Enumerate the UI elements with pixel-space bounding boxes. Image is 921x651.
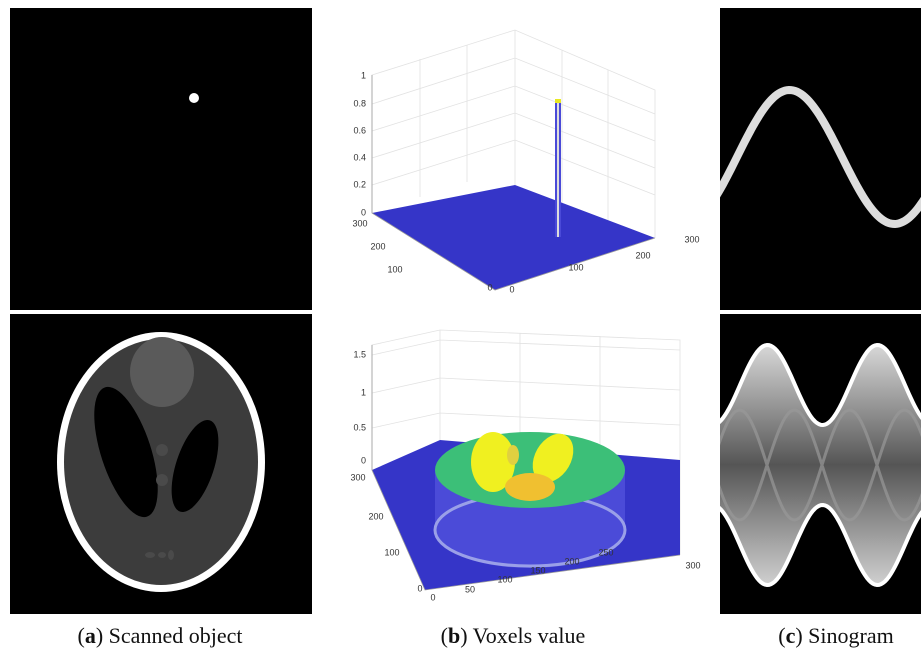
tick-label: 200	[564, 556, 579, 566]
tick-label: 0	[361, 207, 366, 217]
scanned-object-top	[10, 8, 312, 310]
caption-label: a	[85, 623, 96, 648]
tick-label: 250	[598, 547, 613, 557]
tick-label: 300	[352, 218, 367, 228]
tick-label: 100	[387, 264, 402, 274]
captions: (a) Scanned object (b) Voxels value (c) …	[78, 623, 894, 648]
tick-label: 300	[350, 472, 365, 482]
caption-label: b	[448, 623, 460, 648]
tick-label: 100	[568, 262, 583, 272]
caption-open: (	[778, 623, 785, 648]
voxel-plot-top	[372, 30, 655, 290]
tick-label: 0.4	[353, 152, 366, 162]
tick-label: 0.2	[353, 179, 366, 189]
tick-label: 200	[368, 511, 383, 521]
tick-label: 0.6	[353, 125, 366, 135]
caption-open: (	[441, 623, 448, 648]
tick-label: 300	[684, 234, 699, 244]
caption: (b) Voxels value	[441, 623, 586, 648]
tick-label: 0	[430, 592, 435, 602]
tick-label: 0	[487, 282, 492, 292]
tick-label: 0.5	[353, 422, 366, 432]
figure: 10.80.60.40.20300200100001002003001.510.…	[0, 0, 921, 651]
caption-text: ) Voxels value	[460, 623, 585, 648]
tick-label: 0	[417, 583, 422, 593]
tick-label: 150	[530, 565, 545, 575]
caption: (a) Scanned object	[78, 623, 243, 648]
sinogram-bottom	[715, 314, 921, 614]
caption-open: (	[78, 623, 85, 648]
tick-label: 1	[361, 387, 366, 397]
caption-text: ) Scanned object	[96, 623, 243, 648]
tick-label: 100	[497, 574, 512, 584]
phantom	[10, 314, 312, 614]
tick-label: 0	[509, 284, 514, 294]
tick-label: 50	[465, 584, 475, 594]
sinogram-top	[715, 8, 921, 310]
voxel-plot-bottom	[372, 330, 680, 590]
caption: (c) Sinogram	[778, 623, 893, 648]
tick-label: 300	[685, 560, 700, 570]
tick-label: 0	[361, 455, 366, 465]
tick-label: 100	[384, 547, 399, 557]
tick-label: 200	[635, 250, 650, 260]
caption-text: ) Sinogram	[795, 623, 893, 648]
tick-label: 0.8	[353, 98, 366, 108]
tick-label: 1	[361, 70, 366, 80]
tick-label: 1.5	[353, 349, 366, 359]
caption-label: c	[786, 623, 796, 648]
tick-label: 200	[370, 241, 385, 251]
